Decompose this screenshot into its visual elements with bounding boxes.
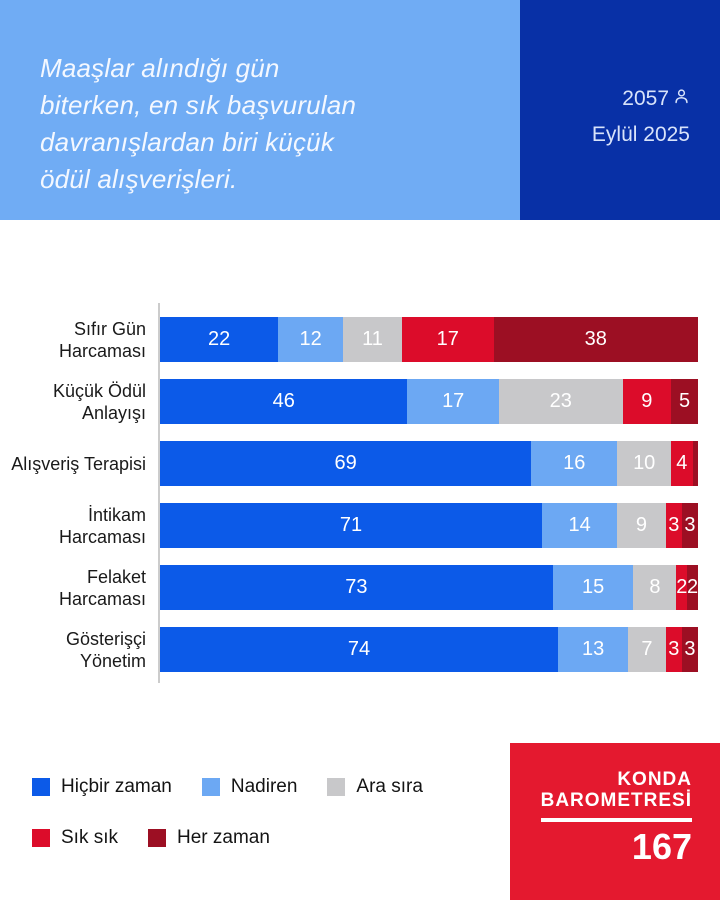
category-label: Felaket Harcaması [58, 566, 146, 609]
legend-label: Her zaman [177, 827, 270, 848]
bar-segment: 17 [402, 317, 494, 362]
legend-label: Sık sık [61, 827, 119, 848]
bar-segment: 7 [628, 627, 666, 672]
chart-rows: Sıfır Gün Harcaması 22 12 11 17 38 Küçük Ödül … [0, 317, 720, 689]
stacked-bar: 69 16 10 4 [160, 441, 698, 486]
bar-segment: 15 [552, 565, 634, 610]
bar-segment: 71 [160, 503, 542, 548]
sample-size: 2057 [622, 87, 669, 110]
bar-segment: 73 [160, 565, 553, 610]
category-label: İntikam Harcaması [58, 504, 146, 547]
issue-number: 167 [631, 826, 692, 867]
legend-swatch [32, 778, 50, 796]
stacked-bar: 22 12 11 17 38 [160, 317, 698, 362]
brand-name-line2: BAROMETRESİ [540, 790, 692, 811]
legend-row: Sık sık Her zaman [32, 827, 492, 849]
brand-block: KONDA BAROMETRESİ 167 [540, 769, 692, 867]
bar-segment: 13 [558, 627, 629, 672]
legend-item: Nadiren [201, 776, 298, 798]
legend-swatch [148, 829, 167, 847]
legend-item: Her zaman [148, 827, 270, 849]
bar-segment: 22 [160, 317, 279, 362]
bar-segment: 3 [665, 627, 682, 672]
legend-swatch [327, 778, 346, 796]
bar-segment: 38 [493, 317, 698, 362]
bar-segment: 3 [681, 627, 698, 672]
y-axis-line [158, 303, 160, 683]
bar-segment: 11 [342, 317, 403, 362]
headline-panel: Maaşlar alındığı gün biterken, en sık ba… [0, 0, 520, 220]
bar-segment: 2 [676, 565, 687, 610]
chart-row: Gösterişçi Yönetim 74 13 7 3 3 [0, 627, 720, 672]
person-icon [673, 87, 690, 111]
survey-date: Eylül 2025 [591, 123, 690, 146]
chart-row: İntikam Harcaması 71 14 9 3 3 [0, 503, 720, 548]
category-label: Sıfır Gün Harcaması [58, 318, 146, 361]
category-label: Küçük Ödül Anlayışı [52, 380, 146, 423]
bar-segment: 46 [160, 379, 408, 424]
legend: Hiçbir zaman Nadiren Ara sıra Sık sık Her za… [32, 776, 492, 878]
bar-segment: 9 [622, 379, 672, 424]
bar-segment: 9 [617, 503, 666, 548]
legend-row: Hiçbir zaman Nadiren Ara sıra [32, 776, 492, 798]
bar-segment: 4 [671, 441, 693, 486]
legend-label: Nadiren [230, 776, 298, 797]
bar-segment: 14 [541, 503, 618, 548]
bar-segment: 3 [681, 503, 698, 548]
legend-item: Sık sık [32, 827, 118, 849]
legend-item: Hiçbir zaman [32, 776, 172, 798]
header: Maaşlar alındığı gün biterken, en sık ba… [0, 0, 720, 220]
brand-box: KONDA BAROMETRESİ 167 [510, 743, 720, 900]
stacked-bar: 74 13 7 3 3 [160, 627, 698, 672]
bar-segment: 16 [531, 441, 618, 486]
stacked-bar: 46 17 23 9 5 [160, 379, 698, 424]
survey-meta-panel: 2057 Eylül 2025 [520, 0, 720, 220]
stacked-bar: 71 14 9 3 3 [160, 503, 698, 548]
bar-segment: 12 [278, 317, 343, 362]
bar-segment: 3 [665, 503, 682, 548]
headline: Maaşlar alındığı gün biterken, en sık ba… [40, 53, 357, 194]
bar-segment: 5 [671, 379, 698, 424]
bar-segment: 74 [160, 627, 559, 672]
legend-label: Ara sıra [356, 776, 423, 797]
sample-size-row: 2057 [622, 87, 690, 111]
stacked-bar: 73 15 8 2 2 [160, 565, 698, 610]
bar-segment: 2 [687, 565, 698, 610]
chart-row: Sıfır Gün Harcaması 22 12 11 17 38 [0, 317, 720, 362]
category-label: Gösterişçi Yönetim [65, 628, 146, 671]
chart-row: Küçük Ödül Anlayışı 46 17 23 9 5 [0, 379, 720, 424]
bar-segment: 17 [407, 379, 499, 424]
bar-segment [692, 441, 698, 486]
brand-name-line1: KONDA [617, 769, 692, 790]
brand-divider [540, 818, 692, 822]
legend-swatch [201, 778, 220, 796]
bar-segment: 23 [498, 379, 623, 424]
bar-segment: 10 [617, 441, 672, 486]
legend-swatch [32, 829, 50, 847]
legend-label: Hiçbir zaman [61, 776, 172, 797]
chart-row: Felaket Harcaması 73 15 8 2 2 [0, 565, 720, 610]
legend-item: Ara sıra [327, 776, 423, 798]
bar-segment: 8 [633, 565, 677, 610]
chart-row: Alışveriş Terapisi 69 16 10 4 [0, 441, 720, 486]
category-label: Alışveriş Terapisi [11, 453, 146, 474]
bar-segment: 69 [160, 441, 532, 486]
